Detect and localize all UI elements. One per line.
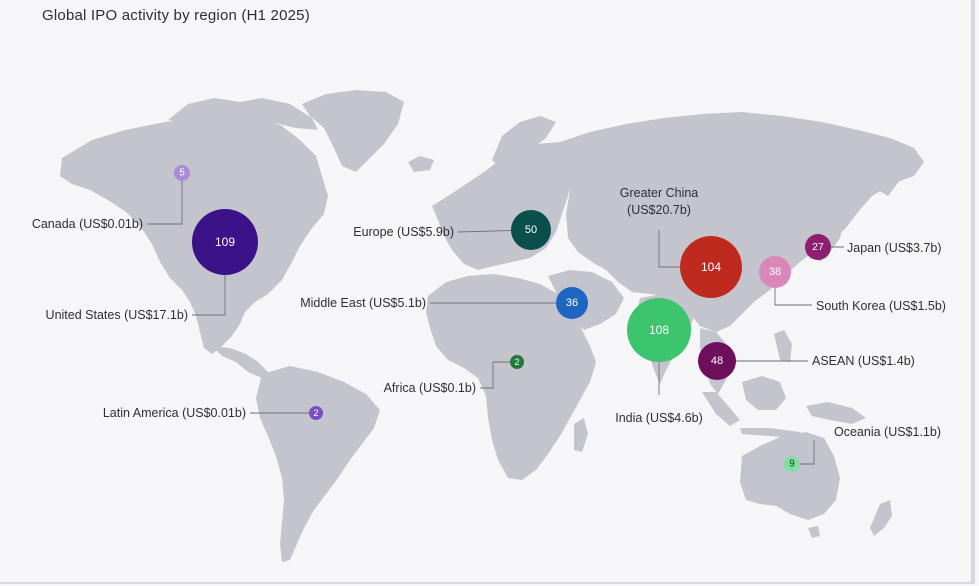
leader-africa (480, 361, 517, 389)
bubble-japan-count: 27 (812, 241, 824, 253)
bubble-united-states[interactable]: 109 (192, 209, 258, 275)
label-japan: Japan (US$3.7b) (847, 241, 942, 255)
bubble-japan[interactable]: 27 (805, 234, 831, 260)
label-oceania: Oceania (US$1.1b) (834, 425, 941, 439)
madagascar (574, 418, 588, 452)
bubble-middle-east[interactable]: 36 (556, 287, 588, 319)
new-zealand (870, 500, 892, 536)
label-south-korea: South Korea (US$1.5b) (816, 299, 946, 313)
leader-canada (147, 173, 183, 225)
label-asean: ASEAN (US$1.4b) (812, 354, 915, 368)
bubble-united-states-count: 109 (215, 235, 235, 249)
indonesia-sumatra (702, 392, 740, 426)
bubble-canada-count: 5 (179, 168, 185, 179)
philippines (774, 330, 792, 362)
bubble-india[interactable]: 108 (627, 298, 691, 362)
asia-landmass (560, 112, 924, 332)
bubble-latin-america[interactable]: 2 (309, 406, 323, 420)
greenland (302, 90, 404, 172)
label-canada: Canada (US$0.01b) (32, 217, 143, 231)
land-masses (60, 90, 924, 562)
bubble-india-count: 108 (649, 323, 669, 337)
scandinavia (492, 116, 556, 168)
label-latin-america: Latin America (US$0.01b) (103, 406, 246, 420)
label-europe: Europe (US$5.9b) (353, 225, 454, 239)
bubble-africa[interactable]: 2 (510, 355, 524, 369)
label-greater-china-line1: Greater China (620, 186, 699, 200)
bubble-greater-china-count: 104 (701, 260, 721, 274)
region-bubbles: 5 109 2 50 36 2 108 104 (174, 165, 831, 472)
label-greater-china-line2: (US$20.7b) (627, 203, 691, 217)
bubble-south-korea-count: 38 (769, 266, 781, 278)
australia-landmass (740, 432, 840, 520)
kamchatka (878, 150, 908, 196)
central-america (212, 346, 268, 378)
bubble-europe-count: 50 (525, 224, 537, 236)
bubble-africa-count: 2 (514, 357, 519, 367)
iceland (408, 156, 434, 172)
tasmania (808, 526, 820, 538)
canadian-arctic-islands (168, 98, 318, 130)
south-america-landmass (256, 366, 380, 562)
africa-landmass (426, 274, 596, 480)
indonesia-borneo-java (740, 376, 800, 438)
leader-united-states (192, 273, 226, 316)
label-africa: Africa (US$0.1b) (384, 381, 476, 395)
bubble-asean[interactable]: 48 (698, 342, 736, 380)
new-guinea (806, 402, 866, 424)
bubble-europe[interactable]: 50 (511, 210, 551, 250)
bubble-latin-america-count: 2 (313, 408, 318, 418)
british-isles (452, 196, 468, 224)
bubble-oceania[interactable]: 9 (784, 456, 800, 472)
label-united-states: United States (US$17.1b) (46, 308, 188, 322)
bubble-asean-count: 48 (711, 355, 723, 367)
bubble-oceania-count: 9 (789, 459, 795, 470)
label-india: India (US$4.6b) (615, 411, 703, 425)
bubble-south-korea[interactable]: 38 (759, 256, 791, 288)
bubble-greater-china[interactable]: 104 (680, 236, 742, 298)
chart-title: Global IPO activity by region (H1 2025) (42, 7, 310, 24)
region-labels: Canada (US$0.01b) United States (US$17.1… (32, 186, 946, 439)
bubble-canada[interactable]: 5 (174, 165, 190, 181)
label-middle-east: Middle East (US$5.1b) (300, 296, 426, 310)
bubble-middle-east-count: 36 (566, 297, 578, 309)
